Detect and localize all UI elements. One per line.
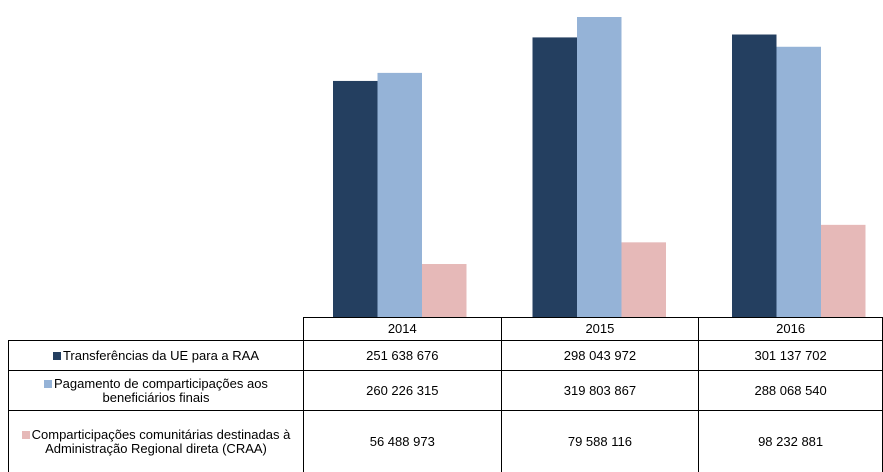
legend-swatch xyxy=(52,351,61,360)
bar xyxy=(532,37,577,317)
legend-label: Transferências da UE para a RAA xyxy=(62,347,259,363)
category-label: 2014 xyxy=(302,317,502,341)
value-label: 298 043 972 xyxy=(500,340,700,371)
legend-swatch xyxy=(44,379,53,388)
series-cell: Pagamento de comparticipações aos benefi… xyxy=(8,370,304,411)
category-label: 2016 xyxy=(698,317,883,341)
bar xyxy=(422,264,467,317)
series-cell: Comparticipações comunitárias destinadas… xyxy=(8,410,304,472)
value-label: 98 232 881 xyxy=(698,410,883,472)
value-label: 56 488 973 xyxy=(302,410,502,472)
bar xyxy=(621,242,666,317)
data-table: 2014 2015 2016 Transferências da UE para a … xyxy=(8,317,883,472)
legend-label: Pagamento de comparticipações aos benefi… xyxy=(54,375,268,405)
value-label: 319 803 867 xyxy=(500,370,700,411)
header-row: 2014 2015 2016 xyxy=(8,317,883,341)
bar xyxy=(377,72,422,317)
bar xyxy=(776,46,821,318)
value-label: 79 588 116 xyxy=(500,410,700,472)
value-label: 251 638 676 xyxy=(302,340,502,371)
bar xyxy=(333,80,378,317)
value-label: 288 068 540 xyxy=(698,370,883,411)
bar xyxy=(821,224,866,317)
corner-cell xyxy=(8,317,304,341)
series-row: Comparticipações comunitárias destinadas… xyxy=(8,410,883,472)
series-row: Transferências da UE para a RAA 251 638 6… xyxy=(8,340,883,371)
legend-swatch xyxy=(21,430,30,439)
bar xyxy=(577,17,622,317)
bar xyxy=(732,34,777,318)
category-label: 2015 xyxy=(500,317,700,341)
plot xyxy=(333,17,866,318)
series-row: Pagamento de comparticipações aos benefi… xyxy=(8,370,883,411)
value-label: 301 137 702 xyxy=(698,340,883,371)
value-label: 260 226 315 xyxy=(302,370,502,411)
legend-label: Comparticipações comunitárias destinadas… xyxy=(31,426,291,456)
series-cell: Transferências da UE para a RAA xyxy=(8,340,304,371)
